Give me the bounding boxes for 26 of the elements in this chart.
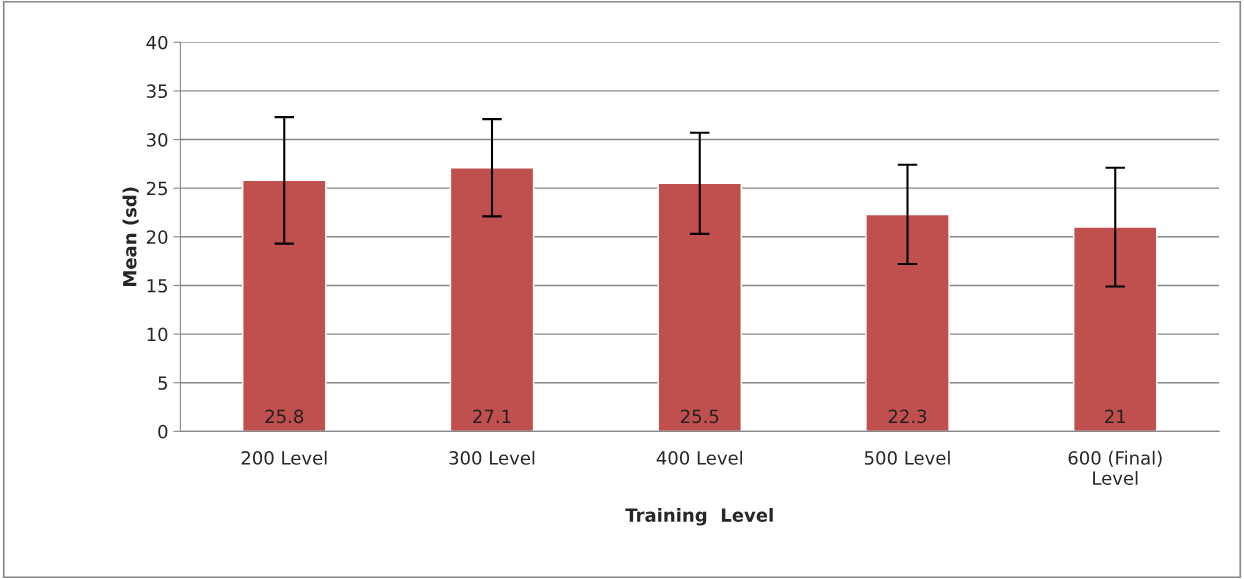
bar (449, 167, 535, 432)
y-tick-label: 15 (147, 279, 167, 293)
data-label: 25.8 (265, 409, 304, 424)
y-tick-label: 35 (146, 84, 167, 99)
x-axis-title: Training Level (625, 507, 773, 526)
y-tick-label: 0 (158, 424, 168, 439)
y-tick-label: 30 (146, 133, 168, 147)
bar (865, 213, 950, 432)
x-tick-label: 600 (Final) Level (1068, 450, 1162, 485)
x-tick-label: 500 Level (864, 450, 950, 465)
y-tick-label: 10 (147, 327, 168, 342)
y-axis-title: Mean (sd) (122, 187, 139, 287)
x-tick-label: 400 Level (656, 450, 742, 465)
data-label: 27.1 (473, 409, 511, 423)
x-tick-label: 200 Level (241, 450, 327, 465)
x-tick-label: 300 Level (449, 450, 535, 465)
bar (242, 179, 327, 432)
data-label: 22.3 (888, 409, 927, 424)
data-label: 21 (1105, 409, 1126, 423)
y-tick-label: 25 (146, 181, 167, 196)
bar (1073, 226, 1158, 432)
data-label: 25.5 (680, 409, 719, 424)
y-tick-label: 40 (146, 35, 168, 50)
y-tick-label: 5 (158, 376, 167, 390)
bar (657, 182, 742, 432)
y-tick-label: 20 (146, 230, 168, 244)
